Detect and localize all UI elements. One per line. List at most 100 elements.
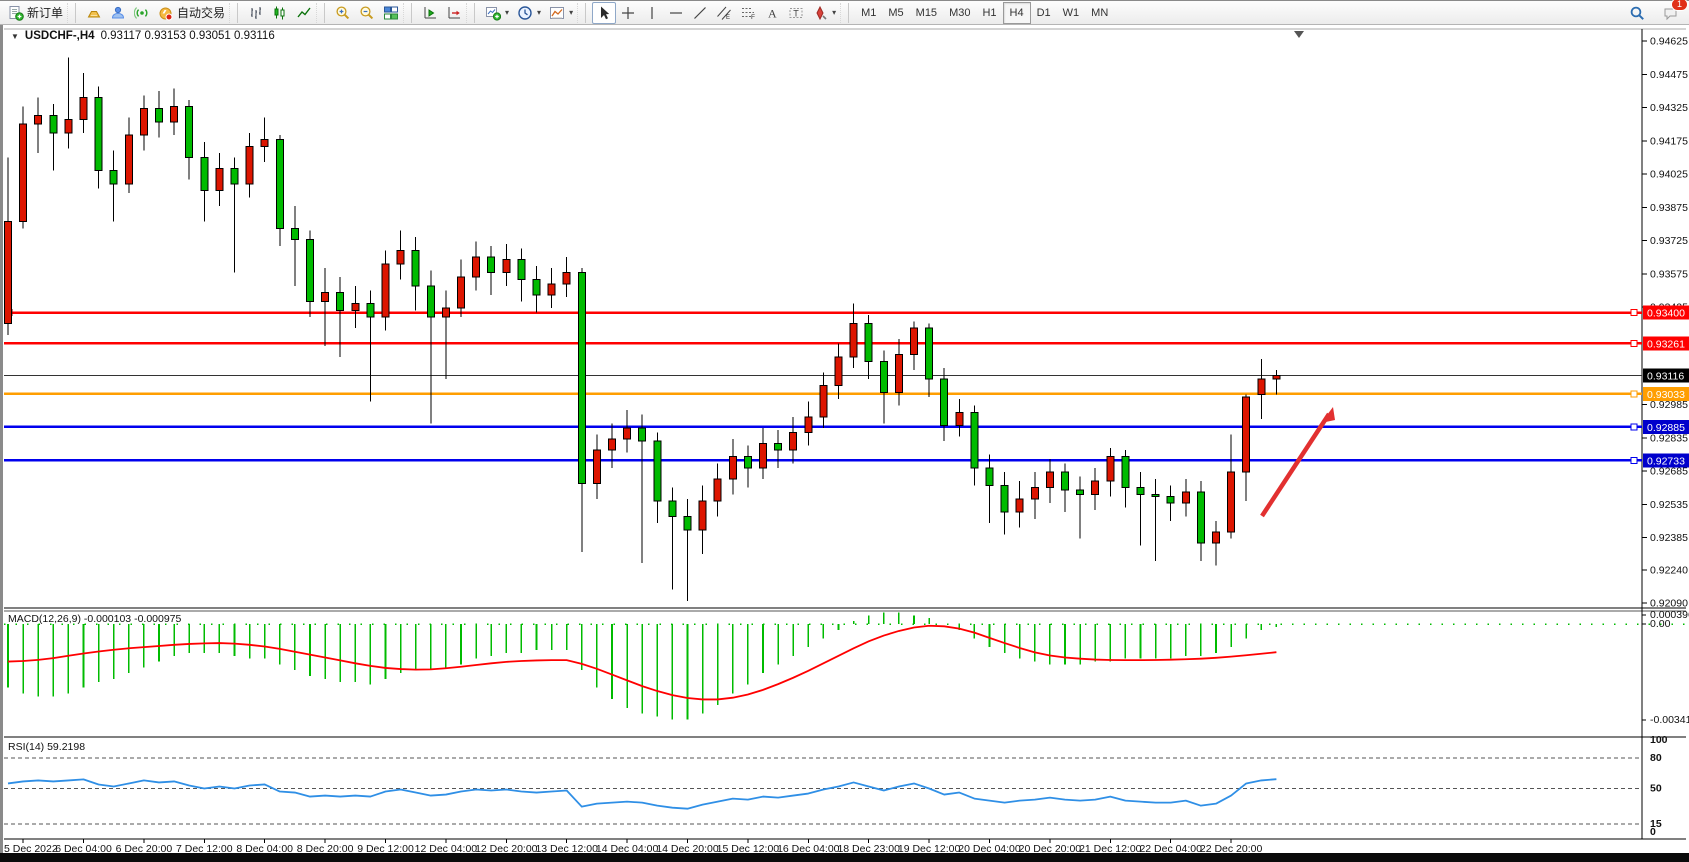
text-tool-button[interactable]: A (760, 2, 784, 24)
rsi-axis-label: 15 (1650, 818, 1662, 830)
time-axis-label[interactable]: 5 Dec 2022 (4, 843, 58, 853)
notifications-button[interactable]: 1 (1659, 0, 1688, 24)
time-axis-label[interactable]: 18 Dec 23:00 (837, 843, 900, 853)
toolbar-separator (840, 2, 850, 23)
trend-arrow-head[interactable] (1321, 407, 1335, 423)
candle-body (547, 283, 556, 296)
new-order-icon (9, 5, 24, 21)
time-axis-label[interactable]: 20 Dec 04:00 (958, 843, 1021, 853)
community-button[interactable] (106, 2, 130, 24)
time-axis-label[interactable]: 12 Dec 20:00 (475, 843, 538, 853)
price-tick-label: 0.92535 (1650, 499, 1688, 511)
chevron-down-icon[interactable]: ▾ (537, 8, 542, 17)
tile-windows-button[interactable] (379, 2, 403, 24)
periods-button[interactable]: ▾ (513, 2, 545, 24)
timeframe-h4-button[interactable]: H4 (1002, 1, 1031, 24)
time-axis-label[interactable]: 13 Dec 12:00 (535, 843, 598, 853)
fibonacci-tool-button[interactable]: F (736, 2, 760, 24)
trendline-tool-button[interactable] (688, 2, 712, 24)
chart-shift-marker[interactable] (1294, 31, 1304, 38)
zoom-out-icon (360, 5, 374, 19)
time-axis-label[interactable]: 14 Dec 20:00 (656, 843, 719, 853)
new-chart-button[interactable]: ▾ (481, 2, 513, 24)
profiles-button[interactable]: ▾ (545, 2, 577, 24)
candle-body (834, 356, 843, 387)
time-axis-label[interactable]: 6 Dec 04:00 (55, 843, 112, 853)
candle-body (940, 378, 949, 427)
time-axis-label[interactable]: 21 Dec 12:00 (1079, 843, 1142, 853)
time-axis-label[interactable]: 16 Dec 04:00 (777, 843, 840, 853)
candle-body (1272, 375, 1281, 380)
chart-bars-button[interactable] (244, 2, 268, 24)
macd-label-text: MACD(12,26,9) -0.000103 -0.000975 (8, 613, 182, 625)
community-icon (112, 6, 125, 18)
timeframe-m15-button[interactable]: M15 (915, 6, 938, 19)
time-axis-label[interactable]: 22 Dec 20:00 (1200, 843, 1263, 853)
timeframe-d1-button[interactable]: D1 (1036, 6, 1051, 19)
tile-windows-icon (384, 6, 399, 19)
channel-tool-button[interactable]: E (712, 2, 736, 24)
zoom-in-button[interactable] (331, 2, 355, 24)
candle-body (275, 139, 284, 229)
chevron-down-icon[interactable]: ▼ (11, 31, 19, 41)
time-axis-label[interactable]: 14 Dec 04:00 (596, 843, 659, 853)
chart-canvas[interactable]: 0.94625 0.94475 0.94325 0.94175 0.94025 0.938… (3, 25, 1689, 853)
market-button[interactable] (82, 2, 106, 24)
price-badge (1643, 419, 1689, 434)
candle-body (743, 456, 752, 469)
chart-shift-end-button[interactable] (418, 2, 442, 24)
price-tick-label: 0.93725 (1650, 235, 1688, 247)
arrows-tool-button[interactable]: ▾ (808, 2, 840, 24)
chart-auto-scroll-button[interactable] (442, 2, 466, 24)
vertical-line-tool-button[interactable] (640, 2, 664, 24)
timeframe-m30-button[interactable]: M30 (949, 6, 971, 19)
chart-line-icon (297, 7, 311, 17)
candle-body (260, 139, 269, 147)
horizontal-line-tool-button[interactable] (664, 2, 688, 24)
zoom-out-button[interactable] (355, 2, 379, 24)
search-button[interactable] (1625, 2, 1649, 24)
time-axis-label[interactable]: 6 Dec 20:00 (116, 843, 173, 853)
candle-body (759, 442, 767, 469)
chart-candles-button[interactable] (268, 2, 292, 24)
candle-body (321, 292, 330, 302)
chevron-down-icon[interactable]: ▾ (569, 8, 574, 17)
candle-body (562, 272, 571, 285)
candle-body (200, 156, 209, 192)
chart-symbol-header[interactable]: ▼ USDCHF-,H4 0.93117 0.93153 0.93051 0.9… (11, 30, 275, 42)
signals-button[interactable] (130, 2, 154, 24)
timeframe-h1-button[interactable]: H1 (982, 6, 997, 19)
time-axis-label[interactable]: 15 Dec 12:00 (717, 843, 780, 853)
macd-axis-label: 0.000396 (1650, 609, 1689, 621)
time-axis-label[interactable]: 20 Dec 20:00 (1019, 843, 1082, 853)
chevron-down-icon[interactable]: ▾ (832, 8, 837, 17)
svg-text:T: T (793, 8, 799, 18)
candle-body (1212, 531, 1220, 544)
time-axis-label[interactable]: 19 Dec 12:00 (898, 843, 961, 853)
time-axis-label[interactable]: 12 Dec 04:00 (415, 843, 478, 853)
timeframe-m1-button[interactable]: M1 (861, 6, 877, 19)
label-tool-button[interactable]: T (784, 2, 808, 24)
autotrade-button[interactable]: 自动交易 (154, 2, 229, 24)
crosshair-button[interactable] (616, 2, 640, 24)
timeframe-mn-button[interactable]: MN (1091, 6, 1109, 19)
candle-body (1030, 487, 1039, 500)
chart-window[interactable]: 0.94625 0.94475 0.94325 0.94175 0.94025 0.938… (0, 25, 1689, 853)
time-axis-label[interactable]: 7 Dec 12:00 (176, 843, 233, 853)
time-axis-label[interactable]: 8 Dec 04:00 (236, 843, 293, 853)
timeframe-w1-button[interactable]: W1 (1062, 6, 1080, 19)
time-axis-label[interactable]: 22 Dec 04:00 (1139, 843, 1202, 853)
new-order-button[interactable]: 新订单 (4, 2, 67, 24)
cursor-button[interactable] (592, 1, 617, 24)
candle-body (577, 272, 586, 484)
chart-line-button[interactable] (292, 2, 316, 24)
hline-icon (670, 11, 683, 14)
time-axis-label[interactable]: 9 Dec 12:00 (357, 843, 414, 853)
time-axis-label[interactable]: 8 Dec 20:00 (297, 843, 354, 853)
chevron-down-icon[interactable]: ▾ (505, 8, 510, 17)
candle-body (1196, 491, 1205, 544)
trend-arrow[interactable] (1260, 412, 1331, 518)
price-tick-label: 0.94175 (1650, 135, 1688, 147)
candle-body (608, 438, 616, 451)
timeframe-m5-button[interactable]: M5 (888, 6, 904, 19)
